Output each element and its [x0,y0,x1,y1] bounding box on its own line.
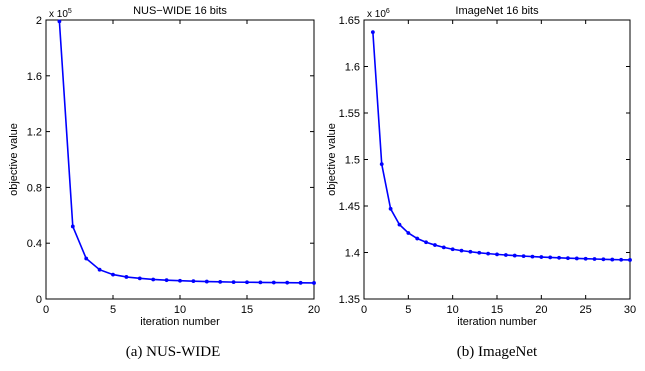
nus-wide-ytick-label: 0.8 [27,182,42,194]
nus-wide-data-point [191,279,196,284]
imagenet-data-point [486,251,491,256]
imagenet-data-point [592,257,597,261]
imagenet-data-point [628,258,632,262]
nus-wide-data-point [204,279,209,284]
imagenet-data-point [441,245,446,250]
nus-wide-data-point [218,279,223,284]
imagenet-ytick-label: 1.6 [345,62,360,74]
nus-wide-data-point [178,278,182,283]
nus-wide-data-point [271,280,276,285]
nus-wide-data-point [137,276,142,281]
imagenet-data-point [503,253,508,257]
imagenet-data-point [574,256,579,261]
imagenet-data-point [495,252,499,257]
imagenet-data-point [370,30,375,34]
nus-wide-data-point [111,272,115,277]
imagenet-chart: 0 5 10 15 20 25 30 1.35 1.4 1.45 1.5 1.55 1.6 1.65 x 1… [326,5,636,360]
imagenet-data-point [450,247,455,252]
nus-wide-data-point [124,275,129,279]
imagenet-axes-box [363,19,631,300]
imagenet-data-point [530,254,535,259]
nus-wide-data-point [164,278,169,283]
nus-wide-xtick-label: 0 [43,304,49,316]
imagenet-data-point [539,255,544,259]
nus-wide-data-point [70,224,75,229]
imagenet-data-point [601,257,606,262]
imagenet-xlabel: iteration number [457,316,537,328]
nus-wide-data-point [231,280,236,285]
imagenet-data-point [459,248,464,253]
nus-wide-xtick-label: 5 [110,304,116,316]
imagenet-data-point [424,240,428,245]
nus-wide-ytick-label: 0.4 [27,238,42,250]
imagenet-ytick-label: 1.65 [339,15,360,27]
nus-wide-data-point [84,256,89,261]
imagenet-data-point [583,256,588,261]
imagenet-caption: (b) ImageNet [457,344,538,360]
nus-wide-data-point [285,280,290,285]
imagenet-xtick-label: 10 [447,304,459,316]
nus-wide-caption: (a) NUS-WIDE [126,344,221,360]
imagenet-data-point [566,256,570,261]
imagenet-data-point [433,243,437,247]
imagenet-ytick-label: 1.55 [339,108,360,120]
nus-wide-exponent-base: x 10 [49,9,68,20]
imagenet-exponent-label: x 106 [367,8,390,20]
imagenet-data-point [406,231,411,235]
nus-wide-exponent-power: 5 [68,8,72,15]
nus-wide-xlabel: iteration number [140,316,220,328]
imagenet-title: ImageNet 16 bits [455,5,539,17]
imagenet-data-point [379,162,384,167]
imagenet-xtick-label: 15 [491,304,503,316]
imagenet-data-point [468,249,473,254]
imagenet-data-point [397,222,402,227]
nus-wide-ytick-label: 0 [36,294,42,306]
nus-wide-title: NUS−WIDE 16 bits [133,5,227,17]
imagenet-data-point [477,250,482,255]
imagenet-ytick-label: 1.45 [339,201,360,213]
imagenet-xtick-label: 30 [624,304,636,316]
nus-wide-xtick-label: 10 [174,304,186,316]
imagenet-xtick-label: 20 [535,304,547,316]
imagenet-ylabel: objective value [326,123,338,196]
nus-wide-data-point [258,280,263,285]
imagenet-data-point [388,206,393,211]
imagenet-exponent-base: x 10 [367,9,386,20]
imagenet-xtick-label: 25 [580,304,592,316]
imagenet-ytick-label: 1.5 [345,155,360,167]
nus-wide-data-point [245,280,249,285]
imagenet-ytick-label: 1.4 [345,248,360,260]
imagenet-ytick-label: 1.35 [339,294,360,306]
nus-wide-data-point [57,19,62,24]
imagenet-data-point [610,257,615,262]
nus-wide-data-point [151,277,156,282]
imagenet-data-point [415,236,420,241]
imagenet-data-point [557,255,561,260]
nus-wide-xtick-label: 20 [308,304,320,316]
nus-wide-ytick-label: 2 [36,15,42,27]
imagenet-data-point [521,254,526,259]
nus-wide-ytick-label: 1.2 [27,127,42,139]
nus-wide-data-point [312,281,316,285]
imagenet-xtick-label: 5 [405,304,411,316]
nus-wide-data-point [97,267,102,272]
nus-wide-xtick-label: 15 [241,304,253,316]
nus-wide-exponent-label: x 105 [49,8,72,20]
imagenet-xtick-label: 0 [361,304,367,316]
nus-wide-ylabel: objective value [8,123,20,196]
imagenet-series-line [372,32,631,261]
nus-wide-data-point [298,280,303,285]
imagenet-data-point [548,255,553,260]
imagenet-data-point [512,253,517,258]
nus-wide-ytick-label: 1.6 [27,71,42,83]
nus-wide-series-line [58,21,315,284]
imagenet-data-point [619,257,624,262]
imagenet-exponent-power: 6 [386,8,390,15]
